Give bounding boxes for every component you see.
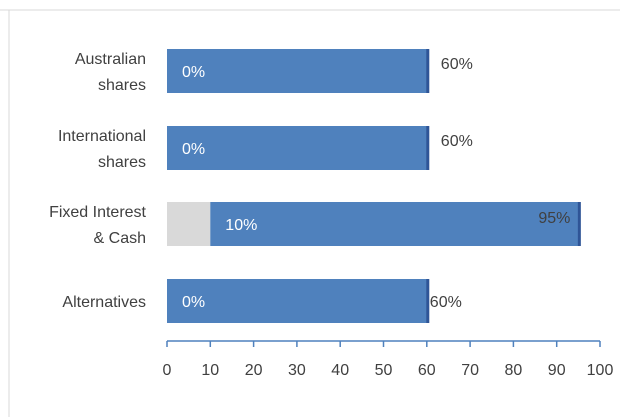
bar-edge-australian-shares	[426, 49, 430, 93]
bar-max-label: 95%	[538, 210, 570, 227]
bar-range-fixed-interest-cash	[210, 202, 579, 246]
category-label-line: shares	[98, 154, 146, 171]
bar-min-label: 0%	[182, 141, 205, 158]
bar-min-label: 0%	[182, 294, 205, 311]
x-tick-label: 0	[163, 362, 172, 379]
category-label-australian-shares: Australian shares	[75, 51, 146, 94]
bar-max-label: 60%	[430, 294, 462, 311]
bar-edge-international-shares	[426, 126, 430, 170]
x-tick-label: 80	[505, 362, 523, 379]
category-label-international-shares: International shares	[58, 128, 146, 171]
x-tick-label: 70	[461, 362, 479, 379]
bar-edge-fixed-interest-cash	[577, 202, 581, 246]
category-labels: Australian shares International shares Fixed…	[49, 51, 146, 311]
bar-max-label: 60%	[441, 133, 473, 150]
category-label-line: International	[58, 128, 146, 145]
bar-range-alternatives	[167, 279, 427, 323]
bars-layer: 0% 60% 0% 60% 10% 95% 0% 60%	[167, 49, 581, 323]
bar-min-label: 10%	[225, 217, 257, 234]
x-tick-label: 60	[418, 362, 436, 379]
category-label-line: shares	[98, 77, 146, 94]
x-tick-label: 100	[587, 362, 614, 379]
x-axis: 0 10 20 30 40 50 60 70 80 90 100	[163, 340, 614, 379]
category-label-line: & Cash	[94, 230, 146, 247]
x-tick-label: 90	[548, 362, 566, 379]
x-tick-label: 40	[331, 362, 349, 379]
category-label-fixed-interest-cash: Fixed Interest & Cash	[49, 204, 146, 247]
category-label-line: Alternatives	[62, 294, 146, 311]
x-tick-label: 30	[288, 362, 306, 379]
bar-edge-alternatives	[426, 279, 430, 323]
bar-range-australian-shares	[167, 49, 427, 93]
x-tick-label: 20	[245, 362, 263, 379]
category-label-line: Australian	[75, 51, 146, 68]
category-label-alternatives: Alternatives	[62, 294, 146, 311]
bar-max-label: 60%	[441, 56, 473, 73]
x-tick-label: 10	[201, 362, 219, 379]
bar-range-international-shares	[167, 126, 427, 170]
x-tick-label: 50	[375, 362, 393, 379]
bar-base-fixed-interest-cash	[167, 202, 211, 246]
category-label-line: Fixed Interest	[49, 204, 146, 221]
bar-min-label: 0%	[182, 64, 205, 81]
